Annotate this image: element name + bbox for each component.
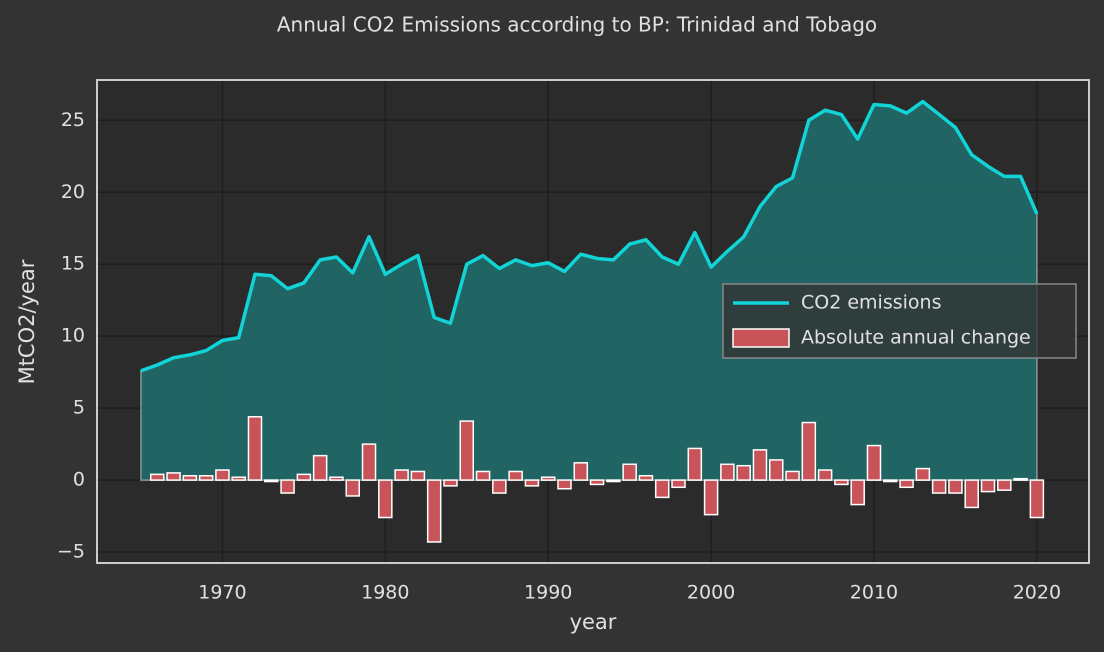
bar xyxy=(573,462,589,481)
bar xyxy=(492,479,507,494)
y-tick-label: −5 xyxy=(57,541,85,563)
bar xyxy=(557,479,572,490)
bar xyxy=(280,479,295,494)
plot-frame xyxy=(96,79,1090,564)
bar xyxy=(475,470,491,481)
bar xyxy=(671,479,686,489)
bar xyxy=(850,479,865,506)
bar xyxy=(752,449,768,481)
bar xyxy=(866,444,882,481)
bar xyxy=(801,421,817,481)
bar xyxy=(915,467,931,481)
x-tick-label: 2010 xyxy=(850,582,898,604)
bar xyxy=(834,479,849,486)
y-tick-label: 5 xyxy=(73,397,85,419)
bar xyxy=(1013,477,1028,481)
bar xyxy=(948,479,963,494)
bar xyxy=(378,479,393,519)
bar xyxy=(150,473,165,481)
bar xyxy=(264,479,279,483)
bar xyxy=(394,469,409,481)
bar xyxy=(426,479,442,543)
y-tick-label: 15 xyxy=(61,253,85,275)
bar xyxy=(654,479,670,499)
bar xyxy=(589,479,605,486)
bar xyxy=(231,476,246,481)
x-tick-label: 1980 xyxy=(361,582,409,604)
bar xyxy=(638,475,654,481)
bar xyxy=(345,479,361,497)
bar xyxy=(1029,479,1045,519)
bar xyxy=(817,469,833,481)
bar xyxy=(687,447,703,481)
bar xyxy=(964,479,979,509)
bar xyxy=(768,459,784,481)
bar xyxy=(622,463,637,481)
bar xyxy=(296,473,312,481)
bar xyxy=(329,476,344,481)
bar xyxy=(247,416,263,481)
x-tick-label: 1970 xyxy=(198,582,246,604)
bar xyxy=(736,464,751,481)
bar xyxy=(312,454,328,481)
bar xyxy=(540,476,556,481)
x-tick-label: 1990 xyxy=(524,582,572,604)
bar xyxy=(443,479,458,487)
line xyxy=(140,99,1039,373)
bar xyxy=(899,479,914,489)
bar xyxy=(703,479,719,516)
bar xyxy=(997,479,1012,491)
y-tick-label: 20 xyxy=(61,181,85,203)
bar xyxy=(361,443,377,481)
y-tick-label: 10 xyxy=(61,325,85,347)
bar xyxy=(508,470,523,481)
bar xyxy=(410,470,426,481)
legend-label: CO2 emissions xyxy=(801,292,941,314)
legend-swatch xyxy=(732,328,790,348)
bar xyxy=(459,420,475,481)
bar xyxy=(182,475,198,481)
bar xyxy=(931,479,947,494)
y-axis-label: MtCO2/year xyxy=(15,259,39,384)
y-tick-label: 25 xyxy=(61,109,85,131)
x-tick-label: 2000 xyxy=(687,582,735,604)
bar xyxy=(606,479,621,483)
bar xyxy=(785,470,800,481)
y-tick-label: 0 xyxy=(73,469,85,491)
chart-title: Annual CO2 Emissions according to BP: Tr… xyxy=(277,13,877,37)
x-axis-label: year xyxy=(570,610,617,634)
bar xyxy=(198,475,214,481)
bar xyxy=(720,463,735,481)
legend-label: Absolute annual change xyxy=(801,327,1031,349)
bar xyxy=(215,469,230,481)
bar xyxy=(980,479,996,493)
bar xyxy=(883,479,898,483)
x-tick-label: 2020 xyxy=(1013,582,1061,604)
bar xyxy=(524,479,540,487)
bar xyxy=(166,472,181,481)
